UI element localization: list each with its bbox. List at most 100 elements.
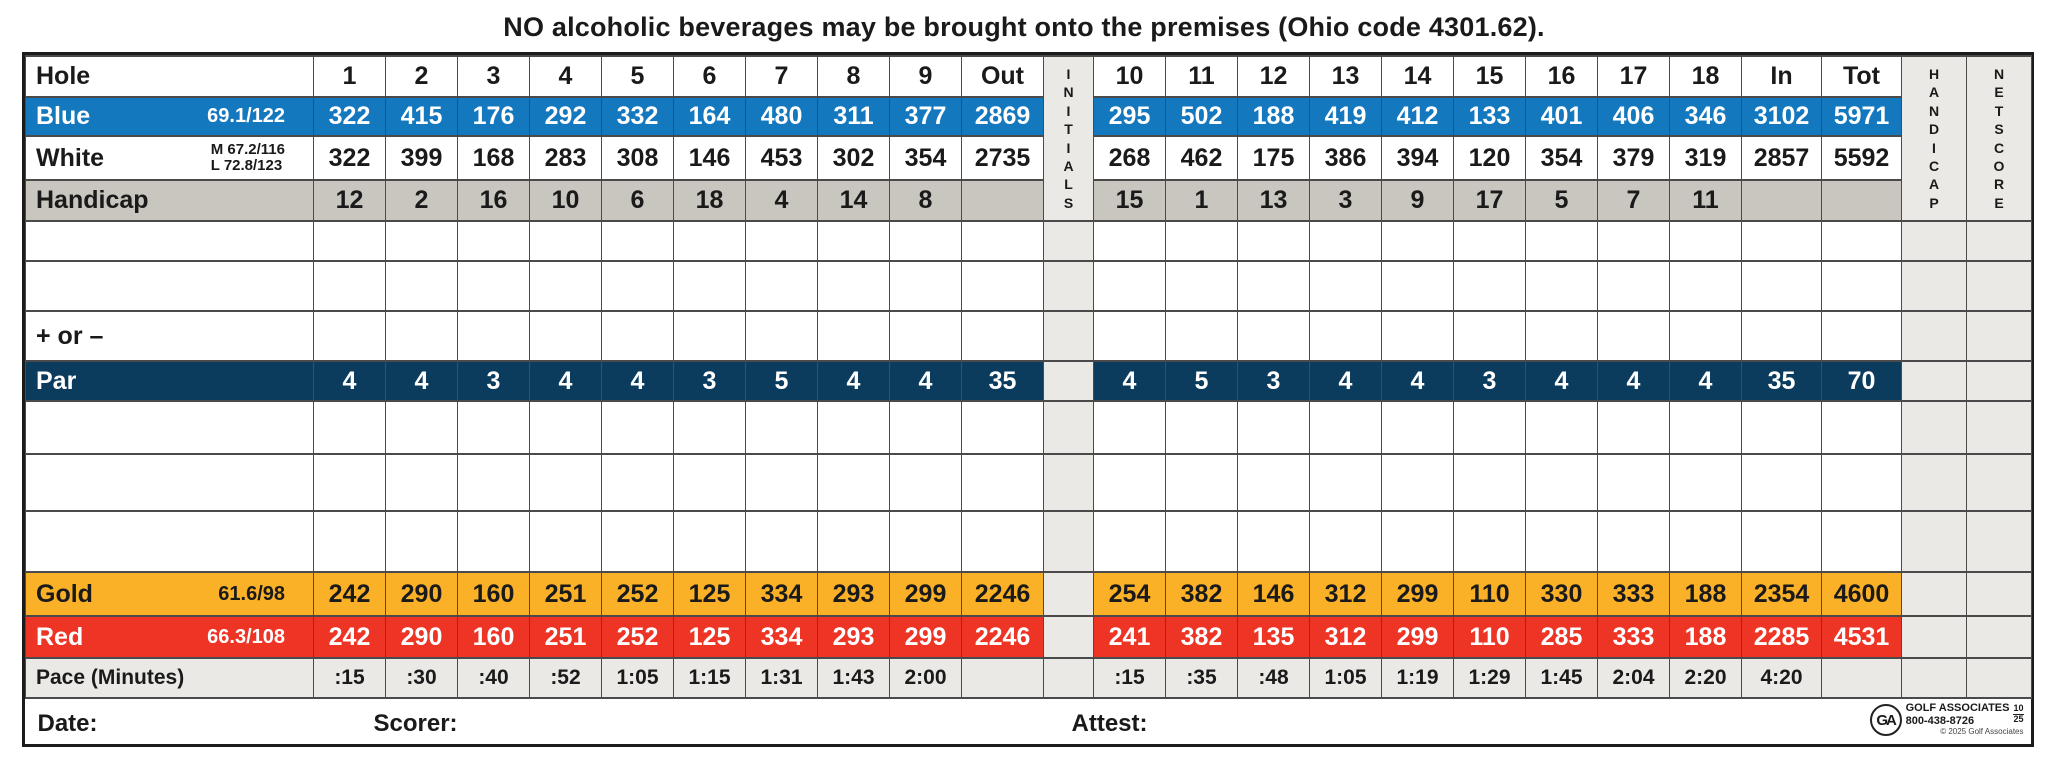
empty4-10-cell[interactable] xyxy=(1093,453,1166,512)
initials-entry-cell[interactable] xyxy=(1043,615,1094,659)
plusminus-out-cell[interactable] xyxy=(961,310,1044,362)
plusminus-in-cell[interactable] xyxy=(1741,310,1822,362)
plusminus-18-cell[interactable] xyxy=(1669,310,1742,362)
empty1-6-cell[interactable] xyxy=(673,220,746,262)
empty2-15-cell[interactable] xyxy=(1453,260,1526,312)
empty5-17-cell[interactable] xyxy=(1597,510,1670,573)
plusminus-tot-cell[interactable] xyxy=(1821,310,1902,362)
empty4-6-cell[interactable] xyxy=(673,453,746,512)
empty2-7-cell[interactable] xyxy=(745,260,818,312)
empty2-3-cell[interactable] xyxy=(457,260,530,312)
initials-entry-cell[interactable] xyxy=(1043,310,1094,362)
empty3-11-cell[interactable] xyxy=(1165,400,1238,455)
empty2-17-cell[interactable] xyxy=(1597,260,1670,312)
empty1-5-cell[interactable] xyxy=(601,220,674,262)
plusminus-10-cell[interactable] xyxy=(1093,310,1166,362)
plusminus-7-cell[interactable] xyxy=(745,310,818,362)
handicap-entry-cell[interactable] xyxy=(1901,453,1967,512)
plusminus-5-cell[interactable] xyxy=(601,310,674,362)
empty5-3-cell[interactable] xyxy=(457,510,530,573)
plusminus-9-cell[interactable] xyxy=(889,310,962,362)
empty4-12-cell[interactable] xyxy=(1237,453,1310,512)
empty5-7-cell[interactable] xyxy=(745,510,818,573)
empty5-13-cell[interactable] xyxy=(1309,510,1382,573)
empty4-7-cell[interactable] xyxy=(745,453,818,512)
initials-entry-cell[interactable] xyxy=(1043,360,1094,402)
empty2-tot-cell[interactable] xyxy=(1821,260,1902,312)
empty1-8-cell[interactable] xyxy=(817,220,890,262)
empty4-16-cell[interactable] xyxy=(1525,453,1598,512)
empty3-in-cell[interactable] xyxy=(1741,400,1822,455)
handicap-entry-cell[interactable] xyxy=(1901,510,1967,573)
empty2-out-cell[interactable] xyxy=(961,260,1044,312)
plusminus-16-cell[interactable] xyxy=(1525,310,1598,362)
empty3-18-cell[interactable] xyxy=(1669,400,1742,455)
netscore-entry-cell[interactable] xyxy=(1966,615,2032,659)
netscore-entry-cell[interactable] xyxy=(1966,400,2032,455)
empty4-17-cell[interactable] xyxy=(1597,453,1670,512)
netscore-entry-cell[interactable] xyxy=(1966,453,2032,512)
empty1-13-cell[interactable] xyxy=(1309,220,1382,262)
empty3-9-cell[interactable] xyxy=(889,400,962,455)
empty4-2-cell[interactable] xyxy=(385,453,458,512)
empty4-4-cell[interactable] xyxy=(529,453,602,512)
empty4-9-cell[interactable] xyxy=(889,453,962,512)
plusminus-14-cell[interactable] xyxy=(1381,310,1454,362)
empty5-14-cell[interactable] xyxy=(1381,510,1454,573)
empty1-4-cell[interactable] xyxy=(529,220,602,262)
empty5-18-cell[interactable] xyxy=(1669,510,1742,573)
plusminus-6-cell[interactable] xyxy=(673,310,746,362)
netscore-entry-cell[interactable] xyxy=(1966,360,2032,402)
empty3-15-cell[interactable] xyxy=(1453,400,1526,455)
empty5-11-cell[interactable] xyxy=(1165,510,1238,573)
empty1-17-cell[interactable] xyxy=(1597,220,1670,262)
empty4-18-cell[interactable] xyxy=(1669,453,1742,512)
empty4-5-cell[interactable] xyxy=(601,453,674,512)
empty3-5-cell[interactable] xyxy=(601,400,674,455)
empty5-4-cell[interactable] xyxy=(529,510,602,573)
empty3-16-cell[interactable] xyxy=(1525,400,1598,455)
empty5-5-cell[interactable] xyxy=(601,510,674,573)
empty4-8-cell[interactable] xyxy=(817,453,890,512)
handicap-entry-cell[interactable] xyxy=(1901,220,1967,262)
handicap-entry-cell[interactable] xyxy=(1901,400,1967,455)
netscore-entry-cell[interactable] xyxy=(1966,571,2032,617)
initials-entry-cell[interactable] xyxy=(1043,400,1094,455)
plusminus-12-cell[interactable] xyxy=(1237,310,1310,362)
plusminus-15-cell[interactable] xyxy=(1453,310,1526,362)
empty5-12-cell[interactable] xyxy=(1237,510,1310,573)
handicap-entry-cell[interactable] xyxy=(1901,260,1967,312)
empty4-tot-cell[interactable] xyxy=(1821,453,1902,512)
plusminus-13-cell[interactable] xyxy=(1309,310,1382,362)
handicap-entry-cell[interactable] xyxy=(1901,310,1967,362)
plusminus-11-cell[interactable] xyxy=(1165,310,1238,362)
empty2-18-cell[interactable] xyxy=(1669,260,1742,312)
netscore-entry-cell[interactable] xyxy=(1966,657,2032,699)
empty1-18-cell[interactable] xyxy=(1669,220,1742,262)
empty2-2-cell[interactable] xyxy=(385,260,458,312)
empty1-in-cell[interactable] xyxy=(1741,220,1822,262)
empty1-14-cell[interactable] xyxy=(1381,220,1454,262)
empty3-7-cell[interactable] xyxy=(745,400,818,455)
empty1-10-cell[interactable] xyxy=(1093,220,1166,262)
empty2-6-cell[interactable] xyxy=(673,260,746,312)
empty2-16-cell[interactable] xyxy=(1525,260,1598,312)
netscore-entry-cell[interactable] xyxy=(1966,310,2032,362)
empty1-15-cell[interactable] xyxy=(1453,220,1526,262)
empty3-6-cell[interactable] xyxy=(673,400,746,455)
empty5-6-cell[interactable] xyxy=(673,510,746,573)
empty5-2-cell[interactable] xyxy=(385,510,458,573)
empty4-13-cell[interactable] xyxy=(1309,453,1382,512)
empty2-8-cell[interactable] xyxy=(817,260,890,312)
plusminus-4-cell[interactable] xyxy=(529,310,602,362)
empty1-out-cell[interactable] xyxy=(961,220,1044,262)
empty3-14-cell[interactable] xyxy=(1381,400,1454,455)
empty5-10-cell[interactable] xyxy=(1093,510,1166,573)
empty2-1-cell[interactable] xyxy=(313,260,386,312)
empty4-out-cell[interactable] xyxy=(961,453,1044,512)
empty3-2-cell[interactable] xyxy=(385,400,458,455)
empty4-1-cell[interactable] xyxy=(313,453,386,512)
plusminus-2-cell[interactable] xyxy=(385,310,458,362)
initials-entry-cell[interactable] xyxy=(1043,657,1094,699)
plusminus-3-cell[interactable] xyxy=(457,310,530,362)
